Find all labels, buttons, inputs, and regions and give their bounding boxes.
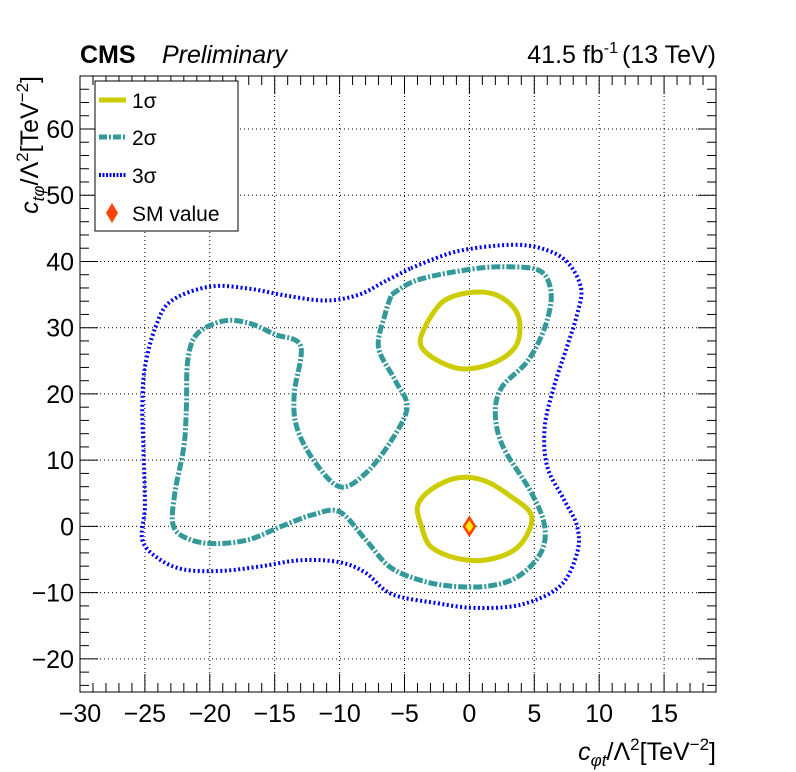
- y-axis-sub: tφ: [29, 186, 48, 202]
- x-axis-unit-sup: −2: [690, 735, 709, 754]
- x-axis-var: c: [578, 738, 591, 766]
- contour-3sigma-1: [139, 242, 584, 610]
- legend-label-3sigma: 3σ: [132, 165, 157, 188]
- x-axis-rest: /Λ: [607, 738, 631, 766]
- legend-label-1sigma: 1σ: [132, 90, 157, 113]
- contour-1sigma-1: [417, 289, 523, 372]
- x-axis-title: cφt/Λ2[TeV−2]: [578, 735, 716, 770]
- y-tick-label: 40: [46, 248, 74, 276]
- lumi-value: 41.5 fb: [527, 41, 603, 69]
- x-axis-close: ]: [709, 738, 716, 766]
- x-tick-label: 5: [527, 700, 541, 728]
- sm-marker-inner: [465, 520, 474, 533]
- cms-label: CMS: [80, 41, 136, 69]
- y-tick-label: 0: [60, 513, 74, 541]
- y-axis-unit: [TeV: [16, 102, 44, 152]
- x-axis-sup: 2: [630, 735, 639, 754]
- x-tick-label: −5: [390, 700, 419, 728]
- y-axis-close: ]: [16, 76, 44, 83]
- x-axis-sub: φt: [591, 751, 608, 770]
- x-tick-label: 15: [650, 700, 678, 728]
- y-axis-unit-sup: −2: [13, 83, 32, 102]
- y-tick-label: 20: [46, 381, 74, 409]
- y-axis-var: c: [16, 201, 44, 214]
- contour-lines: [139, 242, 584, 610]
- axis-ticks: [79, 75, 717, 692]
- legend-swatch-sm: [106, 203, 118, 223]
- x-tick-label: −30: [59, 700, 101, 728]
- x-tick-label: 10: [585, 700, 613, 728]
- y-tick-label: 10: [46, 447, 74, 475]
- contour-1sigma-2: [414, 474, 535, 564]
- preliminary-label: Preliminary: [162, 41, 289, 69]
- x-axis-unit: [TeV: [640, 738, 690, 766]
- y-tick-label: 60: [46, 116, 74, 144]
- x-tick-label: −15: [253, 700, 295, 728]
- lumi-exponent: -1: [604, 40, 618, 57]
- lumi-label: 41.5 fb-1 (13 TeV): [527, 40, 716, 69]
- x-tick-labels: −30 −25 −20 −15 −10 −5 0 5 10 15: [59, 700, 678, 728]
- y-axis-title: ctφ/Λ2[TeV−2]: [13, 76, 48, 214]
- x-tick-label: 0: [462, 700, 476, 728]
- y-axis-rest: /Λ: [16, 162, 44, 186]
- plot-frame: [79, 75, 717, 693]
- legend-label-2sigma: 2σ: [132, 127, 157, 150]
- y-tick-label: −20: [32, 646, 74, 674]
- y-axis-sup: 2: [13, 152, 32, 161]
- y-tick-labels: −20 −10 0 10 20 30 40 50 60: [32, 116, 74, 674]
- sm-marker-group: [462, 515, 477, 538]
- x-tick-label: −10: [318, 700, 360, 728]
- legend-label-sm: SM value: [132, 203, 220, 226]
- x-tick-label: −25: [124, 700, 166, 728]
- legend-box: [94, 80, 239, 232]
- y-tick-label: 50: [46, 182, 74, 210]
- x-tick-label: −20: [189, 700, 231, 728]
- contour-2sigma-1: [169, 264, 554, 590]
- y-tick-label: −10: [32, 580, 74, 608]
- legend: 1σ 2σ 3σ SM value: [94, 80, 239, 232]
- energy-value: (13 TeV): [622, 41, 716, 69]
- y-tick-label: 30: [46, 315, 74, 343]
